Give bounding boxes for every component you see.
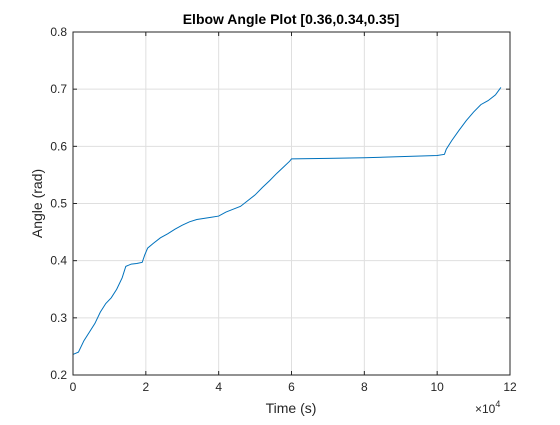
x-axis-multiplier-exponent: 4 [495,399,500,409]
chart-title: Elbow Angle Plot [0.36,0.34,0.35] [183,11,400,27]
x-axis-multiplier: ×104 [475,399,500,416]
x-tick-label: 2 [142,380,149,394]
x-tick-label: 10 [430,380,444,394]
x-tick-label: 4 [215,380,222,394]
ticks: 0 2 4 6 8 10 12 0.2 0.3 0.4 0.5 0.6 0.7 0.8 [50,25,517,394]
x-tick-label: 0 [70,380,77,394]
y-tick-label: 0.7 [50,82,67,96]
x-axis-multiplier-base: ×10 [475,402,496,416]
y-tick-label: 0.2 [50,368,67,382]
y-tick-label: 0.3 [50,311,67,325]
y-axis-label: Angle (rad) [29,169,45,238]
x-tick-label: 12 [503,380,517,394]
series-line [72,87,502,355]
grid [72,31,511,376]
y-tick-label: 0.6 [50,139,67,153]
y-tick-label: 0.4 [50,254,67,268]
y-tick-label: 0.5 [50,197,67,211]
y-tick-label: 0.8 [50,25,67,39]
x-axis-label: Time (s) [266,400,317,416]
series-layer [72,87,502,355]
x-tick-label: 8 [361,380,368,394]
x-tick-label: 6 [288,380,295,394]
